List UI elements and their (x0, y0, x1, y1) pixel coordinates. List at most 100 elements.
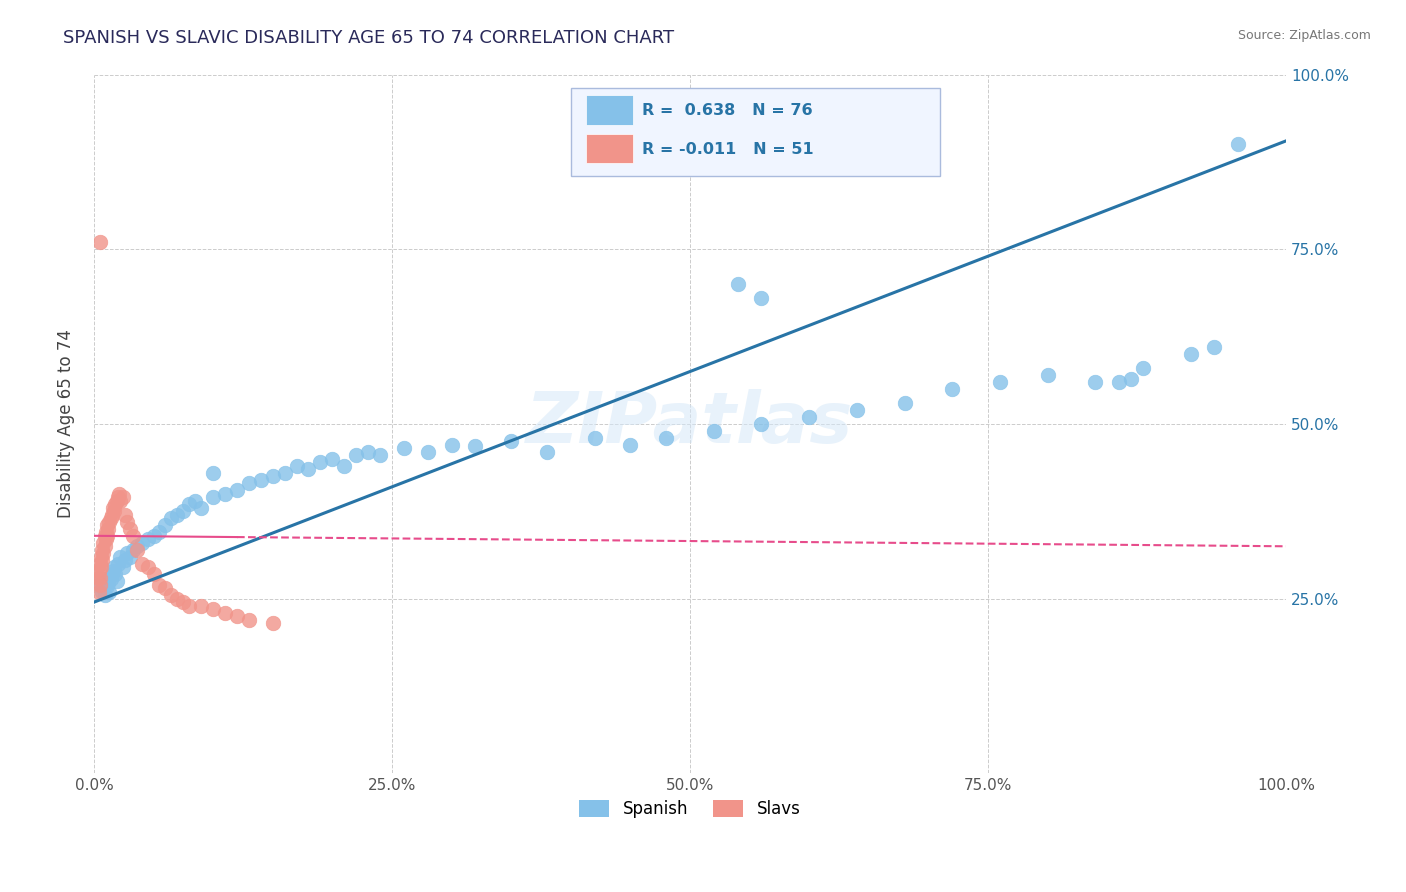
Text: SPANISH VS SLAVIC DISABILITY AGE 65 TO 74 CORRELATION CHART: SPANISH VS SLAVIC DISABILITY AGE 65 TO 7… (63, 29, 675, 46)
Point (93, 546, 115, 560)
Point (111, 491, 134, 505)
Point (333, 458, 356, 473)
Point (273, 466, 295, 480)
Point (155, 518, 177, 533)
Point (97, 522, 120, 536)
Point (104, 567, 127, 582)
FancyBboxPatch shape (586, 95, 633, 125)
Point (142, 529, 165, 543)
Point (104, 497, 127, 511)
Point (655, 431, 678, 445)
Point (108, 487, 131, 501)
Point (214, 487, 236, 501)
Point (111, 560, 134, 574)
Point (190, 500, 212, 515)
Legend: Spanish, Slavs: Spanish, Slavs (572, 793, 807, 824)
Point (368, 449, 391, 463)
FancyBboxPatch shape (586, 134, 633, 163)
Point (148, 578, 170, 592)
Point (114, 553, 136, 567)
Point (1108, 375, 1130, 389)
Point (751, 291, 773, 305)
Point (160, 588, 183, 602)
Point (94, 533, 117, 547)
Point (226, 609, 249, 624)
Point (238, 613, 260, 627)
Point (285, 458, 308, 473)
Point (1227, 137, 1250, 152)
Point (238, 476, 260, 491)
Point (250, 473, 273, 487)
Point (114, 508, 136, 522)
Point (93, 588, 115, 602)
Point (142, 567, 165, 582)
Point (988, 375, 1011, 389)
Point (148, 525, 170, 540)
Point (893, 396, 915, 410)
Point (91, 553, 114, 567)
Point (321, 451, 343, 466)
Point (97, 576, 120, 591)
Point (392, 442, 415, 456)
Point (262, 616, 284, 631)
Point (583, 431, 606, 445)
Text: ZIPatlas: ZIPatlas (526, 390, 853, 458)
Point (100, 572, 122, 586)
Point (89, 571, 111, 585)
Point (297, 462, 319, 476)
Point (100, 511, 122, 525)
Point (96, 529, 118, 543)
Point (87, 564, 110, 578)
Point (89, 571, 111, 585)
Point (117, 546, 139, 560)
Text: R =  0.638   N = 76: R = 0.638 N = 76 (643, 103, 813, 118)
Point (91, 542, 114, 557)
Point (202, 602, 225, 616)
Point (214, 606, 236, 620)
Point (90, 549, 112, 564)
Point (845, 403, 868, 417)
Point (751, 417, 773, 431)
Point (136, 533, 159, 547)
Point (87, 584, 110, 599)
Point (536, 445, 558, 459)
Point (91, 584, 114, 599)
Point (105, 574, 128, 589)
Point (105, 493, 128, 508)
Point (155, 581, 177, 595)
Point (619, 438, 641, 452)
Point (1180, 347, 1202, 361)
Point (166, 591, 188, 606)
Point (179, 599, 201, 613)
Point (86, 571, 108, 585)
Point (416, 445, 439, 459)
Point (101, 508, 124, 522)
Text: Source: ZipAtlas.com: Source: ZipAtlas.com (1237, 29, 1371, 42)
Point (131, 536, 153, 550)
Point (93, 536, 115, 550)
Point (226, 483, 249, 498)
Point (108, 549, 131, 564)
Point (172, 504, 194, 518)
Point (703, 424, 725, 438)
Point (96, 579, 118, 593)
Point (202, 491, 225, 505)
Point (309, 455, 332, 469)
Point (464, 439, 486, 453)
Point (118, 522, 141, 536)
Point (94, 525, 117, 540)
Point (202, 466, 225, 480)
Point (101, 567, 124, 582)
Point (89, 557, 111, 571)
Y-axis label: Disability Age 65 to 74: Disability Age 65 to 74 (58, 329, 75, 518)
Point (1084, 375, 1107, 389)
Point (190, 599, 212, 613)
Point (1132, 361, 1154, 376)
Point (94, 574, 117, 589)
Point (1119, 371, 1142, 385)
Point (344, 449, 367, 463)
Point (122, 542, 145, 557)
Point (941, 382, 963, 396)
Point (125, 539, 148, 553)
Point (172, 595, 194, 609)
